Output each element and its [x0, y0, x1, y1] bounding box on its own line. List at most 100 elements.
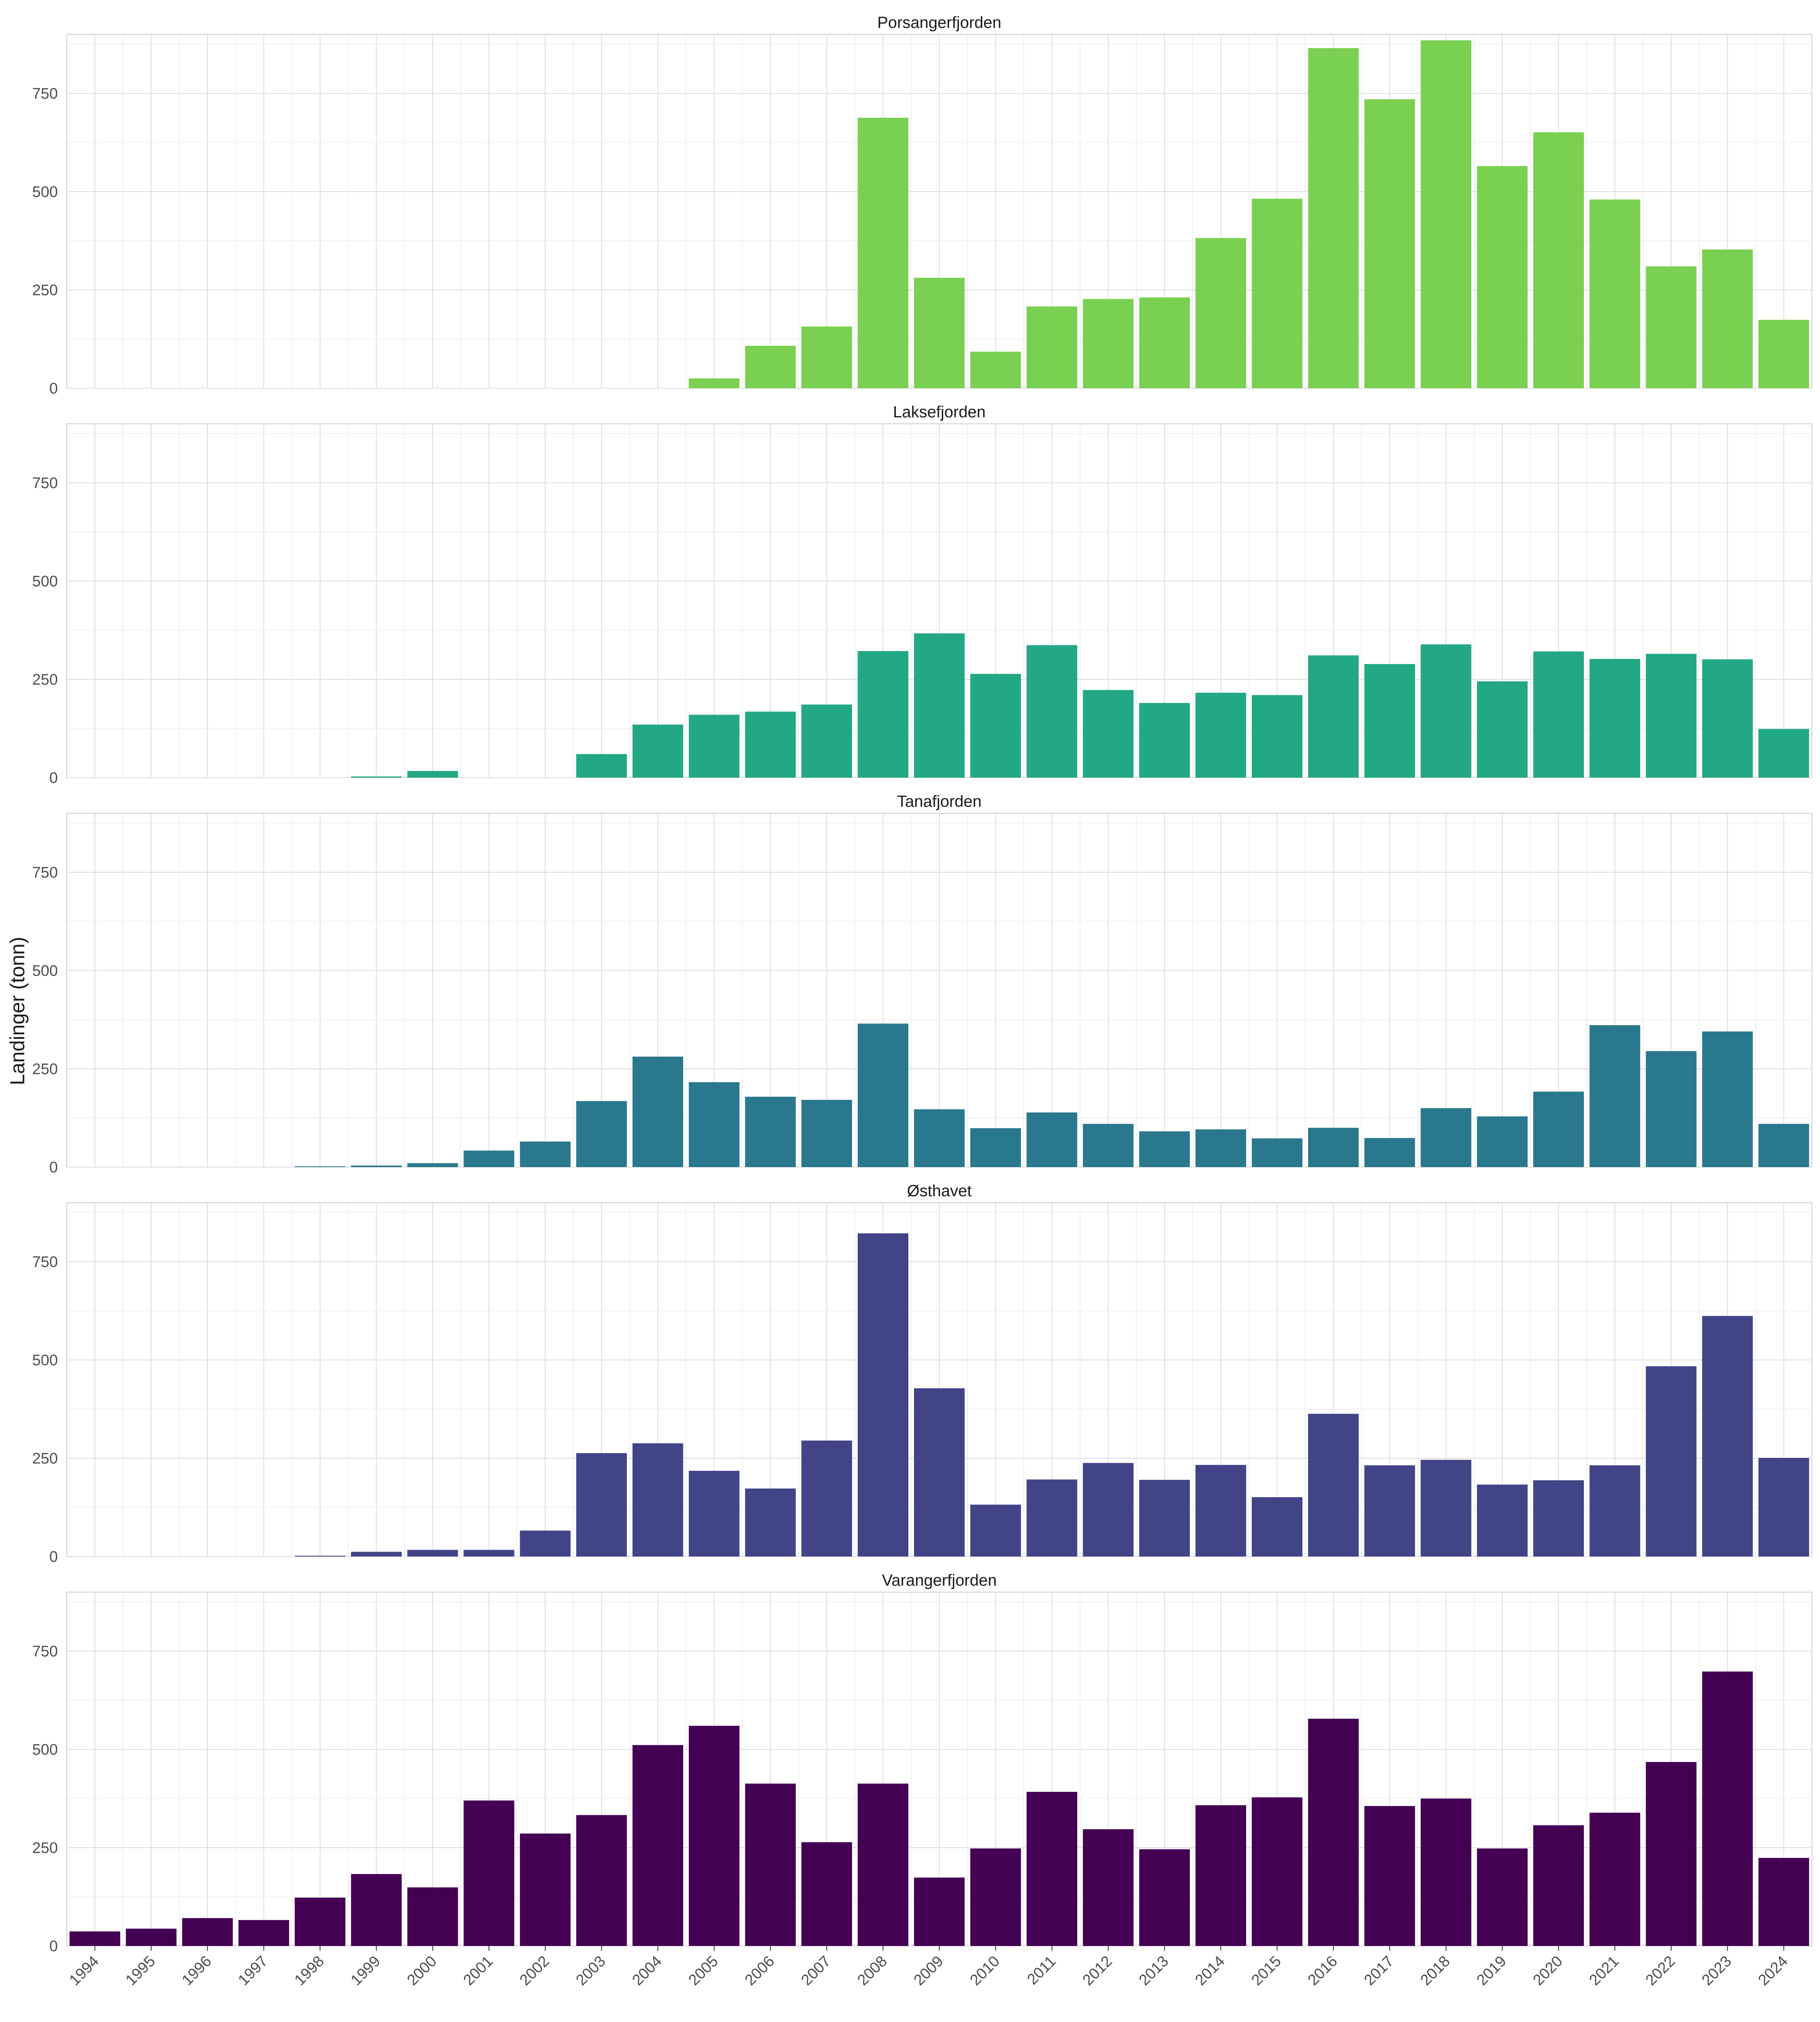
bar-2010: [970, 1504, 1021, 1557]
bar-2013: [1139, 1480, 1190, 1557]
y-tick-label: 0: [49, 770, 58, 787]
y-tick-label: 0: [49, 1938, 58, 1955]
y-tick-label: 0: [49, 1548, 58, 1565]
bar-2012: [1083, 690, 1134, 778]
bar-1999: [351, 1552, 402, 1557]
bar-2014: [1195, 1465, 1246, 1557]
bar-2023: [1702, 1671, 1753, 1946]
bar-2019: [1477, 1848, 1528, 1946]
x-tick-label: 2021: [1586, 1953, 1622, 1989]
bar-2022: [1646, 266, 1697, 388]
bar-2020: [1533, 1091, 1584, 1167]
bar-2009: [914, 633, 965, 778]
bar-2021: [1589, 1465, 1640, 1557]
bar-2023: [1702, 249, 1753, 388]
panel-title: Varangerfjorden: [882, 1571, 997, 1589]
bar-2003: [576, 1453, 627, 1557]
bar-2007: [801, 1842, 852, 1946]
y-tick-label: 250: [32, 671, 58, 688]
bar-2009: [914, 1877, 965, 1946]
bar-2016: [1308, 655, 1359, 778]
bar-2016: [1308, 1414, 1359, 1557]
bar-2006: [745, 346, 796, 388]
x-tick-label: 2015: [1249, 1953, 1285, 1989]
y-tick-label: 750: [32, 475, 58, 492]
bar-2012: [1083, 1829, 1134, 1946]
bar-2003: [576, 1815, 627, 1946]
bar-2015: [1252, 695, 1303, 778]
bar-2014: [1195, 1129, 1246, 1167]
y-tick-label: 500: [32, 184, 58, 201]
x-tick-label: 1998: [291, 1953, 327, 1989]
bar-2012: [1083, 1124, 1134, 1167]
bar-2007: [801, 1440, 852, 1557]
y-tick-label: 500: [32, 962, 58, 979]
x-axis-ticks: 1994 1995 1996 1997 1998 1999 2000 2001 2002 2003…: [66, 1946, 1791, 1989]
bar-2023: [1702, 1316, 1753, 1557]
bar-2024: [1758, 729, 1809, 778]
x-tick-label: 2008: [854, 1953, 890, 1989]
bar-2013: [1139, 297, 1190, 388]
y-tick-label: 750: [32, 1254, 58, 1271]
bar-2023: [1702, 1031, 1753, 1167]
x-tick-label: 2009: [910, 1953, 946, 1989]
bar-1999: [351, 1165, 402, 1167]
bar-2008: [857, 1783, 908, 1946]
bar-1998: [294, 1897, 346, 1946]
bar-2001: [463, 1550, 514, 1557]
panel-1: 0 250 500 750 Laksefjorden: [32, 403, 1812, 787]
bar-2014: [1195, 238, 1246, 388]
x-tick-label: 2004: [629, 1953, 665, 1989]
bar-2024: [1758, 319, 1809, 388]
bar-2006: [745, 1783, 796, 1946]
bar-2006: [745, 1488, 796, 1557]
bar-2022: [1646, 1366, 1697, 1557]
panel-title: Tanafjorden: [897, 793, 982, 810]
bar-2010: [970, 1848, 1021, 1946]
bar-2020: [1533, 1480, 1584, 1557]
x-tick-label: 2010: [967, 1953, 1003, 1989]
bar-2017: [1364, 99, 1415, 388]
x-tick-label: 1997: [235, 1953, 271, 1989]
bar-2013: [1139, 1849, 1190, 1946]
bar-2003: [576, 1101, 627, 1167]
bar-2002: [520, 1833, 571, 1946]
bar-2019: [1477, 681, 1528, 778]
x-tick-label: 2020: [1530, 1953, 1566, 1989]
bar-2008: [857, 118, 908, 389]
x-tick-label: 1994: [66, 1953, 102, 1989]
bar-2000: [407, 1550, 458, 1557]
bar-2009: [914, 1388, 965, 1557]
x-tick-label: 2023: [1699, 1953, 1735, 1989]
bar-2023: [1702, 659, 1753, 778]
bar-2008: [857, 1024, 908, 1167]
bar-2022: [1646, 654, 1697, 778]
bar-2018: [1420, 1798, 1471, 1946]
bar-2017: [1364, 1465, 1415, 1557]
x-tick-label: 2001: [460, 1953, 496, 1989]
bar-2015: [1252, 1138, 1303, 1167]
panel-title: Laksefjorden: [893, 403, 986, 421]
x-tick-label: 2007: [798, 1953, 834, 1989]
bar-2005: [689, 1726, 740, 1946]
panel-4: 0 250 500 750 Varangerfjorden: [32, 1571, 1812, 1955]
bar-2005: [689, 715, 740, 778]
y-tick-label: 750: [32, 864, 58, 881]
y-tick-label: 250: [32, 282, 58, 299]
bar-2021: [1589, 199, 1640, 388]
bar-2006: [745, 711, 796, 778]
bar-2004: [632, 1745, 684, 1946]
y-tick-label: 750: [32, 85, 58, 102]
bar-2016: [1308, 1719, 1359, 1946]
bar-2020: [1533, 132, 1584, 388]
bar-2013: [1139, 1131, 1190, 1167]
bar-2021: [1589, 1813, 1640, 1946]
bar-2022: [1646, 1051, 1697, 1167]
x-tick-label: 2013: [1136, 1953, 1172, 1989]
bar-2022: [1646, 1762, 1697, 1946]
bar-2017: [1364, 1138, 1415, 1167]
bar-2018: [1420, 644, 1471, 778]
bar-2000: [407, 771, 458, 778]
bar-2009: [914, 277, 965, 388]
